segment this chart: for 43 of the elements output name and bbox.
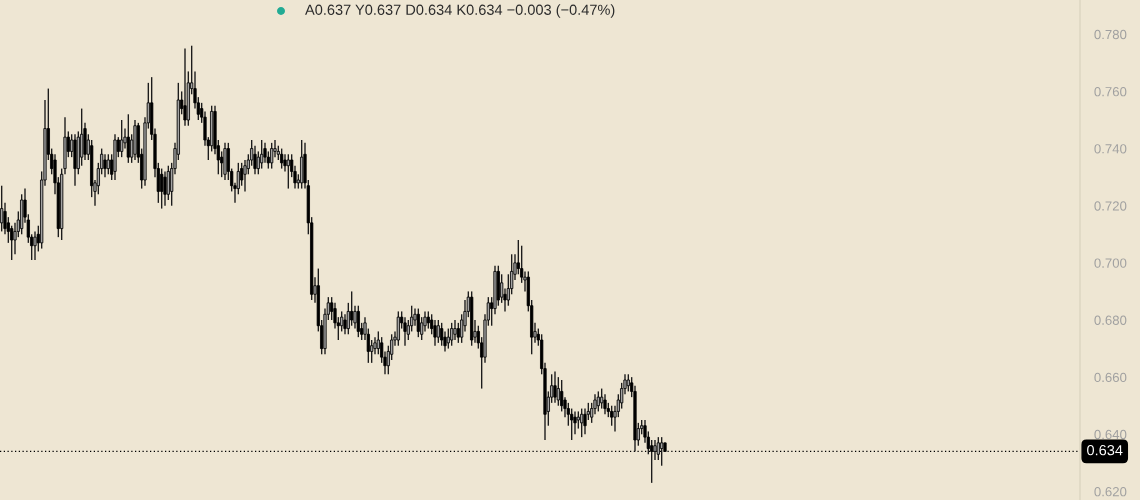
candlestick [610,405,614,427]
candlestick [600,387,604,410]
candlestick [270,142,274,170]
candlestick [570,407,574,441]
y-tick-label: 0.700 [1094,258,1127,268]
candlestick [350,290,354,327]
candlestick [260,139,264,170]
candlestick [160,167,164,210]
candlestick [343,313,347,335]
y-tick-label: 0.640 [1094,429,1127,440]
candlestick [163,170,167,207]
candlestick [596,390,600,413]
candlestick [553,370,557,404]
candlestick [446,327,450,350]
candlestick [120,119,124,158]
y-tick-label: 0.660 [1094,372,1127,383]
candlestick [580,407,584,438]
candlestick [440,322,444,347]
candlestick [453,319,457,341]
y-tick-label: 0.760 [1094,87,1127,97]
candlestick [396,310,400,347]
annotation: A0.637 Y0.637 D0.634 K0.634 −0.003 (−0.47%) [305,4,615,18]
ref-line-label: 0.634 [1087,445,1123,456]
candlestick [183,47,187,127]
candlestick [356,305,360,338]
candlestick [603,393,607,415]
candlestick [280,147,284,170]
candlestick [653,439,657,461]
candlestick [33,230,37,261]
candlestick [126,113,130,164]
y-tick-label: 0.780 [1094,29,1127,40]
candlestick [436,319,440,344]
y-tick-label: 0.740 [1094,144,1127,154]
candlestick [106,153,110,175]
y-tick-label: 0.620 [1094,487,1127,497]
candlestick [0,185,4,233]
candlestick [583,407,587,435]
candlestick [560,379,564,413]
y-tick-label: 0.720 [1094,201,1127,211]
candlestick [456,322,460,344]
y-tick-label: 0.680 [1094,315,1127,325]
candlestick [103,153,107,178]
candlestick [450,322,454,347]
